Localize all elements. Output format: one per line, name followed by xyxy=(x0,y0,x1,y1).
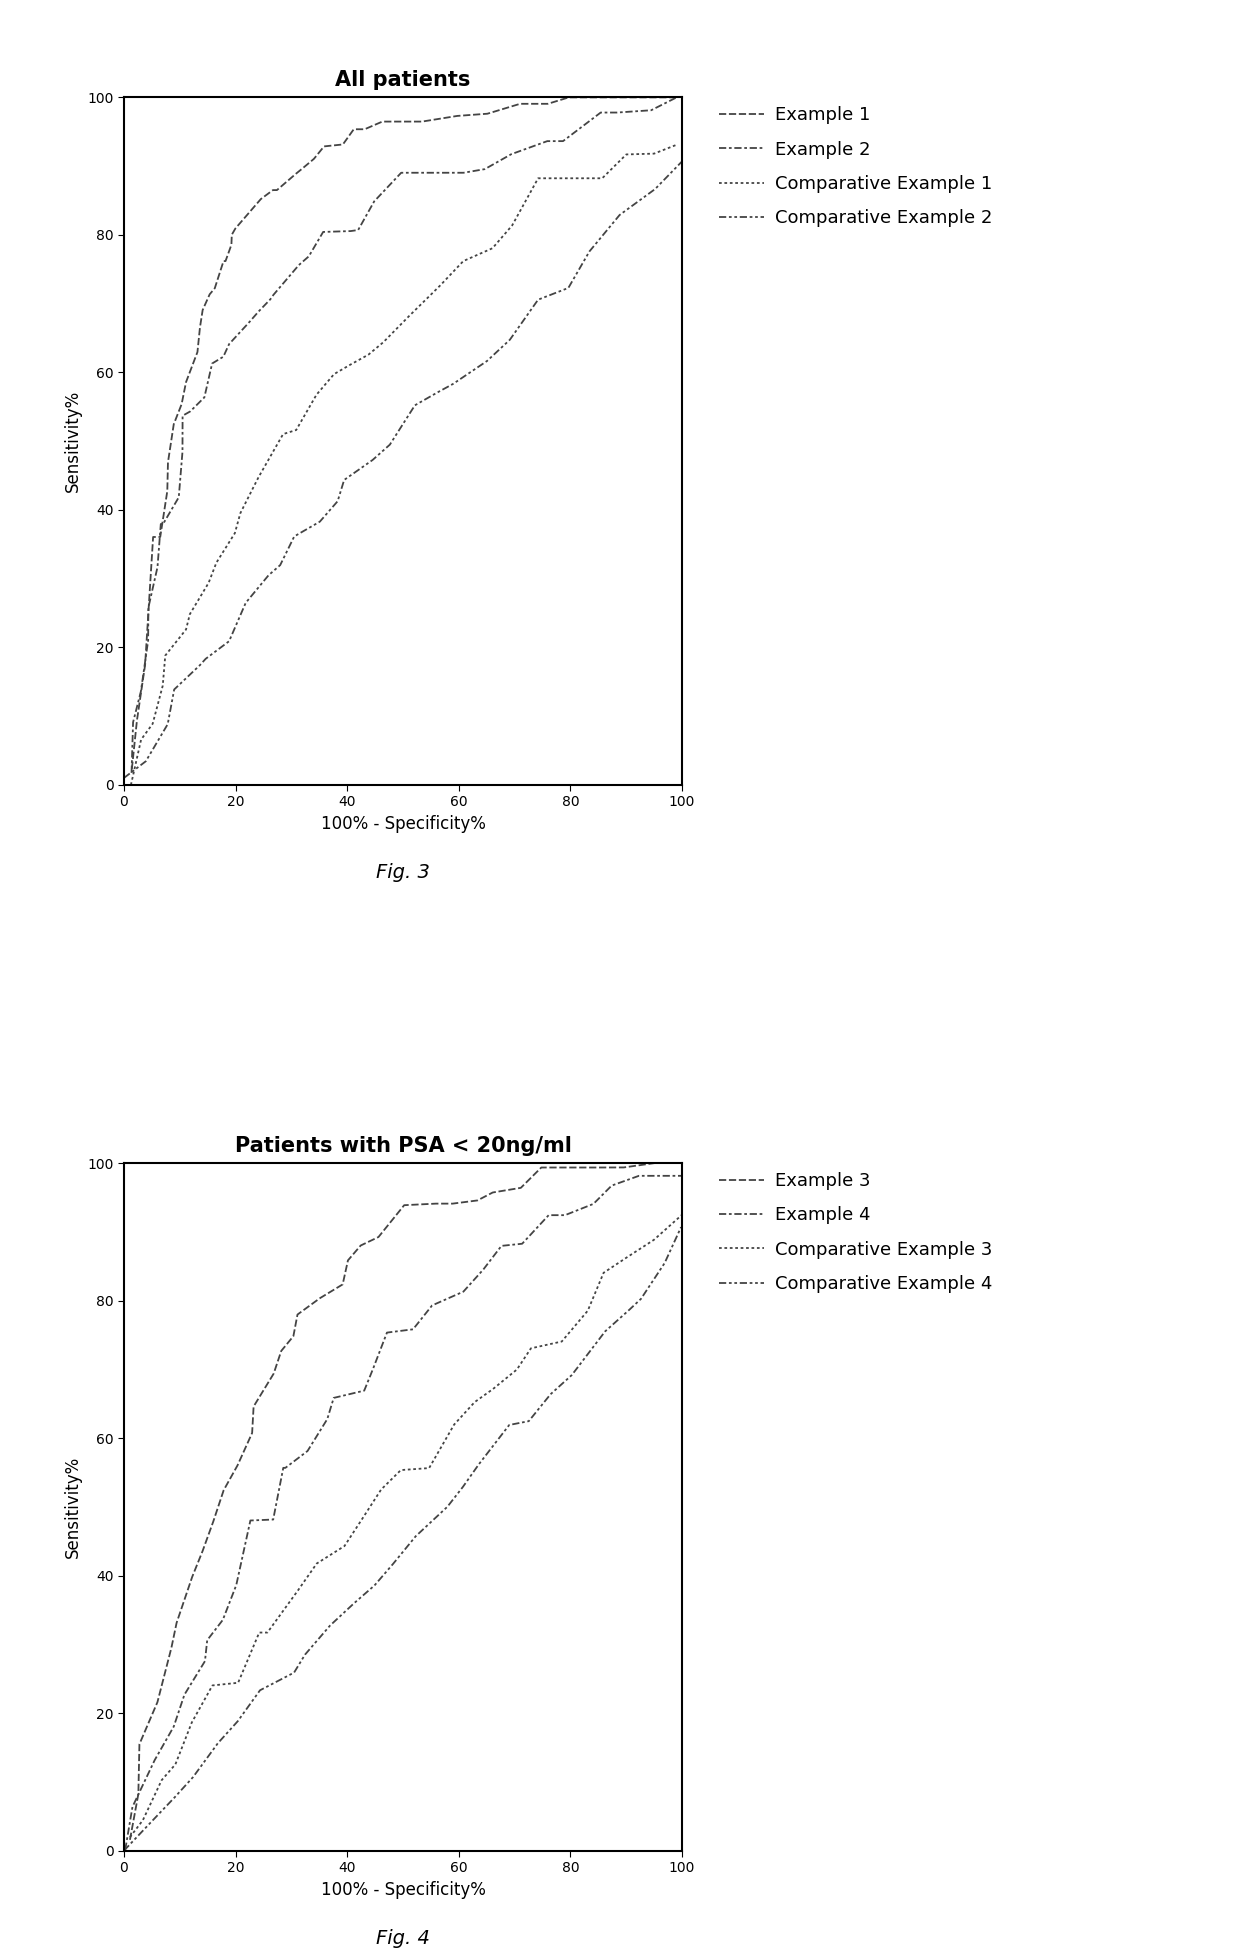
Title: All patients: All patients xyxy=(335,70,471,90)
Legend: Example 3, Example 4, Comparative Example 3, Comparative Example 4: Example 3, Example 4, Comparative Exampl… xyxy=(719,1173,992,1293)
Legend: Example 1, Example 2, Comparative Example 1, Comparative Example 2: Example 1, Example 2, Comparative Exampl… xyxy=(719,107,992,228)
Y-axis label: Sensitivity%: Sensitivity% xyxy=(63,390,82,493)
Y-axis label: Sensitivity%: Sensitivity% xyxy=(63,1455,82,1558)
Title: Patients with PSA < 20ng/ml: Patients with PSA < 20ng/ml xyxy=(234,1136,572,1155)
Text: Fig. 4: Fig. 4 xyxy=(376,1929,430,1948)
X-axis label: 100% - Specificity%: 100% - Specificity% xyxy=(321,1880,485,1899)
Text: Fig. 3: Fig. 3 xyxy=(376,863,430,882)
X-axis label: 100% - Specificity%: 100% - Specificity% xyxy=(321,814,485,834)
